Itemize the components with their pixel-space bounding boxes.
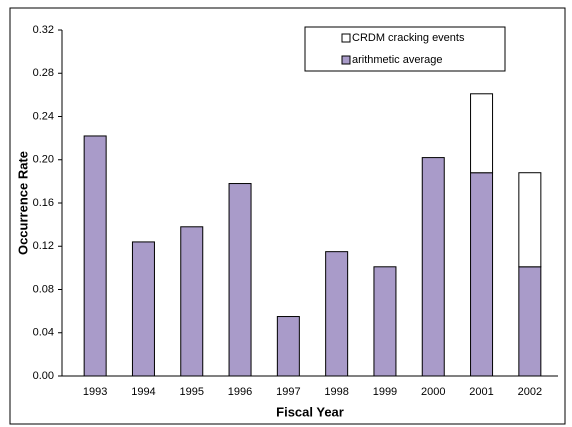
y-tick-label: 0.28 bbox=[33, 67, 54, 79]
x-tick-label: 1999 bbox=[373, 386, 397, 398]
x-tick-label: 2002 bbox=[518, 386, 542, 398]
legend-swatch bbox=[341, 33, 351, 43]
y-tick-label: 0.20 bbox=[33, 154, 54, 166]
y-tick-label: 0.08 bbox=[33, 283, 54, 295]
bar-segment bbox=[470, 172, 494, 377]
bar-segment bbox=[518, 266, 542, 377]
x-axis-title: Fiscal Year bbox=[276, 404, 344, 419]
bar-segment bbox=[373, 266, 397, 377]
bar-segment bbox=[470, 93, 494, 174]
y-tick-label: 0.00 bbox=[33, 370, 54, 382]
y-tick-label: 0.04 bbox=[33, 327, 54, 339]
x-tick-label: 1993 bbox=[83, 386, 107, 398]
x-tick-label: 2000 bbox=[421, 386, 445, 398]
y-tick-label: 0.16 bbox=[33, 197, 54, 209]
legend-label: arithmetic average bbox=[352, 54, 443, 66]
legend-label: CRDM cracking events bbox=[352, 32, 465, 44]
bar-segment bbox=[518, 172, 542, 268]
y-axis-title: Occurrence Rate bbox=[15, 151, 30, 255]
x-tick-label: 1997 bbox=[276, 386, 300, 398]
bar-segment bbox=[325, 251, 349, 377]
bar-segment bbox=[228, 183, 252, 377]
bar-segment bbox=[180, 226, 204, 377]
x-tick-label: 1995 bbox=[180, 386, 204, 398]
bar-segment bbox=[83, 135, 107, 377]
legend-swatch bbox=[341, 55, 351, 65]
x-tick-label: 1996 bbox=[228, 386, 252, 398]
bar-segment bbox=[276, 316, 300, 377]
x-tick-label: 1998 bbox=[324, 386, 348, 398]
y-tick-label: 0.32 bbox=[33, 24, 54, 36]
bar-segment bbox=[421, 157, 445, 377]
bar-segment bbox=[131, 241, 155, 377]
legend-box bbox=[304, 26, 506, 72]
y-tick-label: 0.12 bbox=[33, 240, 54, 252]
x-tick-label: 1994 bbox=[131, 386, 155, 398]
y-tick-label: 0.24 bbox=[33, 110, 54, 122]
x-tick-label: 2001 bbox=[469, 386, 493, 398]
